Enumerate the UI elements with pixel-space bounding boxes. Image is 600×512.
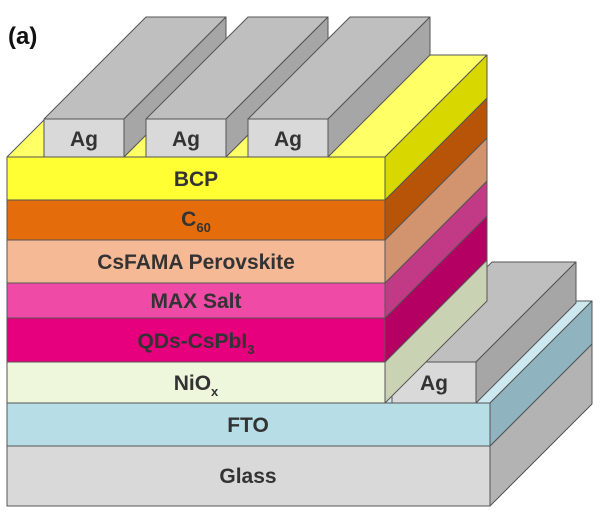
c60-front-face [6,199,386,241]
perovskite-front-face [6,239,386,284]
ag-1-label: Ag [70,128,98,151]
nio-layer: NiOx [6,259,488,404]
fto-label: FTO [227,414,269,437]
side-ag-label: Ag [420,372,448,395]
qds-label: QDs-CsPbI3 [138,330,255,357]
c60-layer: C60 [6,97,488,241]
side-ag-electrode: Ag [391,261,577,404]
fto-front-face [6,402,491,447]
ag-2-front-face [145,118,227,158]
ag-1-front-face [43,118,125,158]
qds-label-main: QDs-CsPbI [138,330,248,353]
c60-label: C60 [181,208,211,235]
c60-label-main: C [181,208,196,231]
qds-label-subscript: 3 [247,342,254,357]
glass-front-face [6,445,491,507]
qds-layer: QDs-CsPbI3 [6,215,488,363]
c60-label-subscript: 60 [196,220,210,235]
max-salt-label: MAX Salt [150,290,241,313]
nio-label-main: NiO [174,372,211,395]
top-ag-electrode-3: Ag [247,16,431,158]
bcp-label: BCP [174,168,218,191]
nio-label-subscript: x [211,384,219,399]
max-salt-front-face [6,282,386,319]
ag-3-label: Ag [274,128,302,151]
panel-label: (a) [8,23,37,50]
perovskite-label: CsFAMA Perovskite [97,251,295,274]
ag-3-front-face [247,118,329,158]
bcp-front-face [6,156,386,201]
qds-front-face [6,317,386,363]
glass-label: Glass [219,465,276,488]
perovskite-layer: CsFAMA Perovskite [6,137,488,284]
nio-label: NiOx [174,372,219,399]
ag-2-label: Ag [172,128,200,151]
nio-front-face [6,361,386,404]
